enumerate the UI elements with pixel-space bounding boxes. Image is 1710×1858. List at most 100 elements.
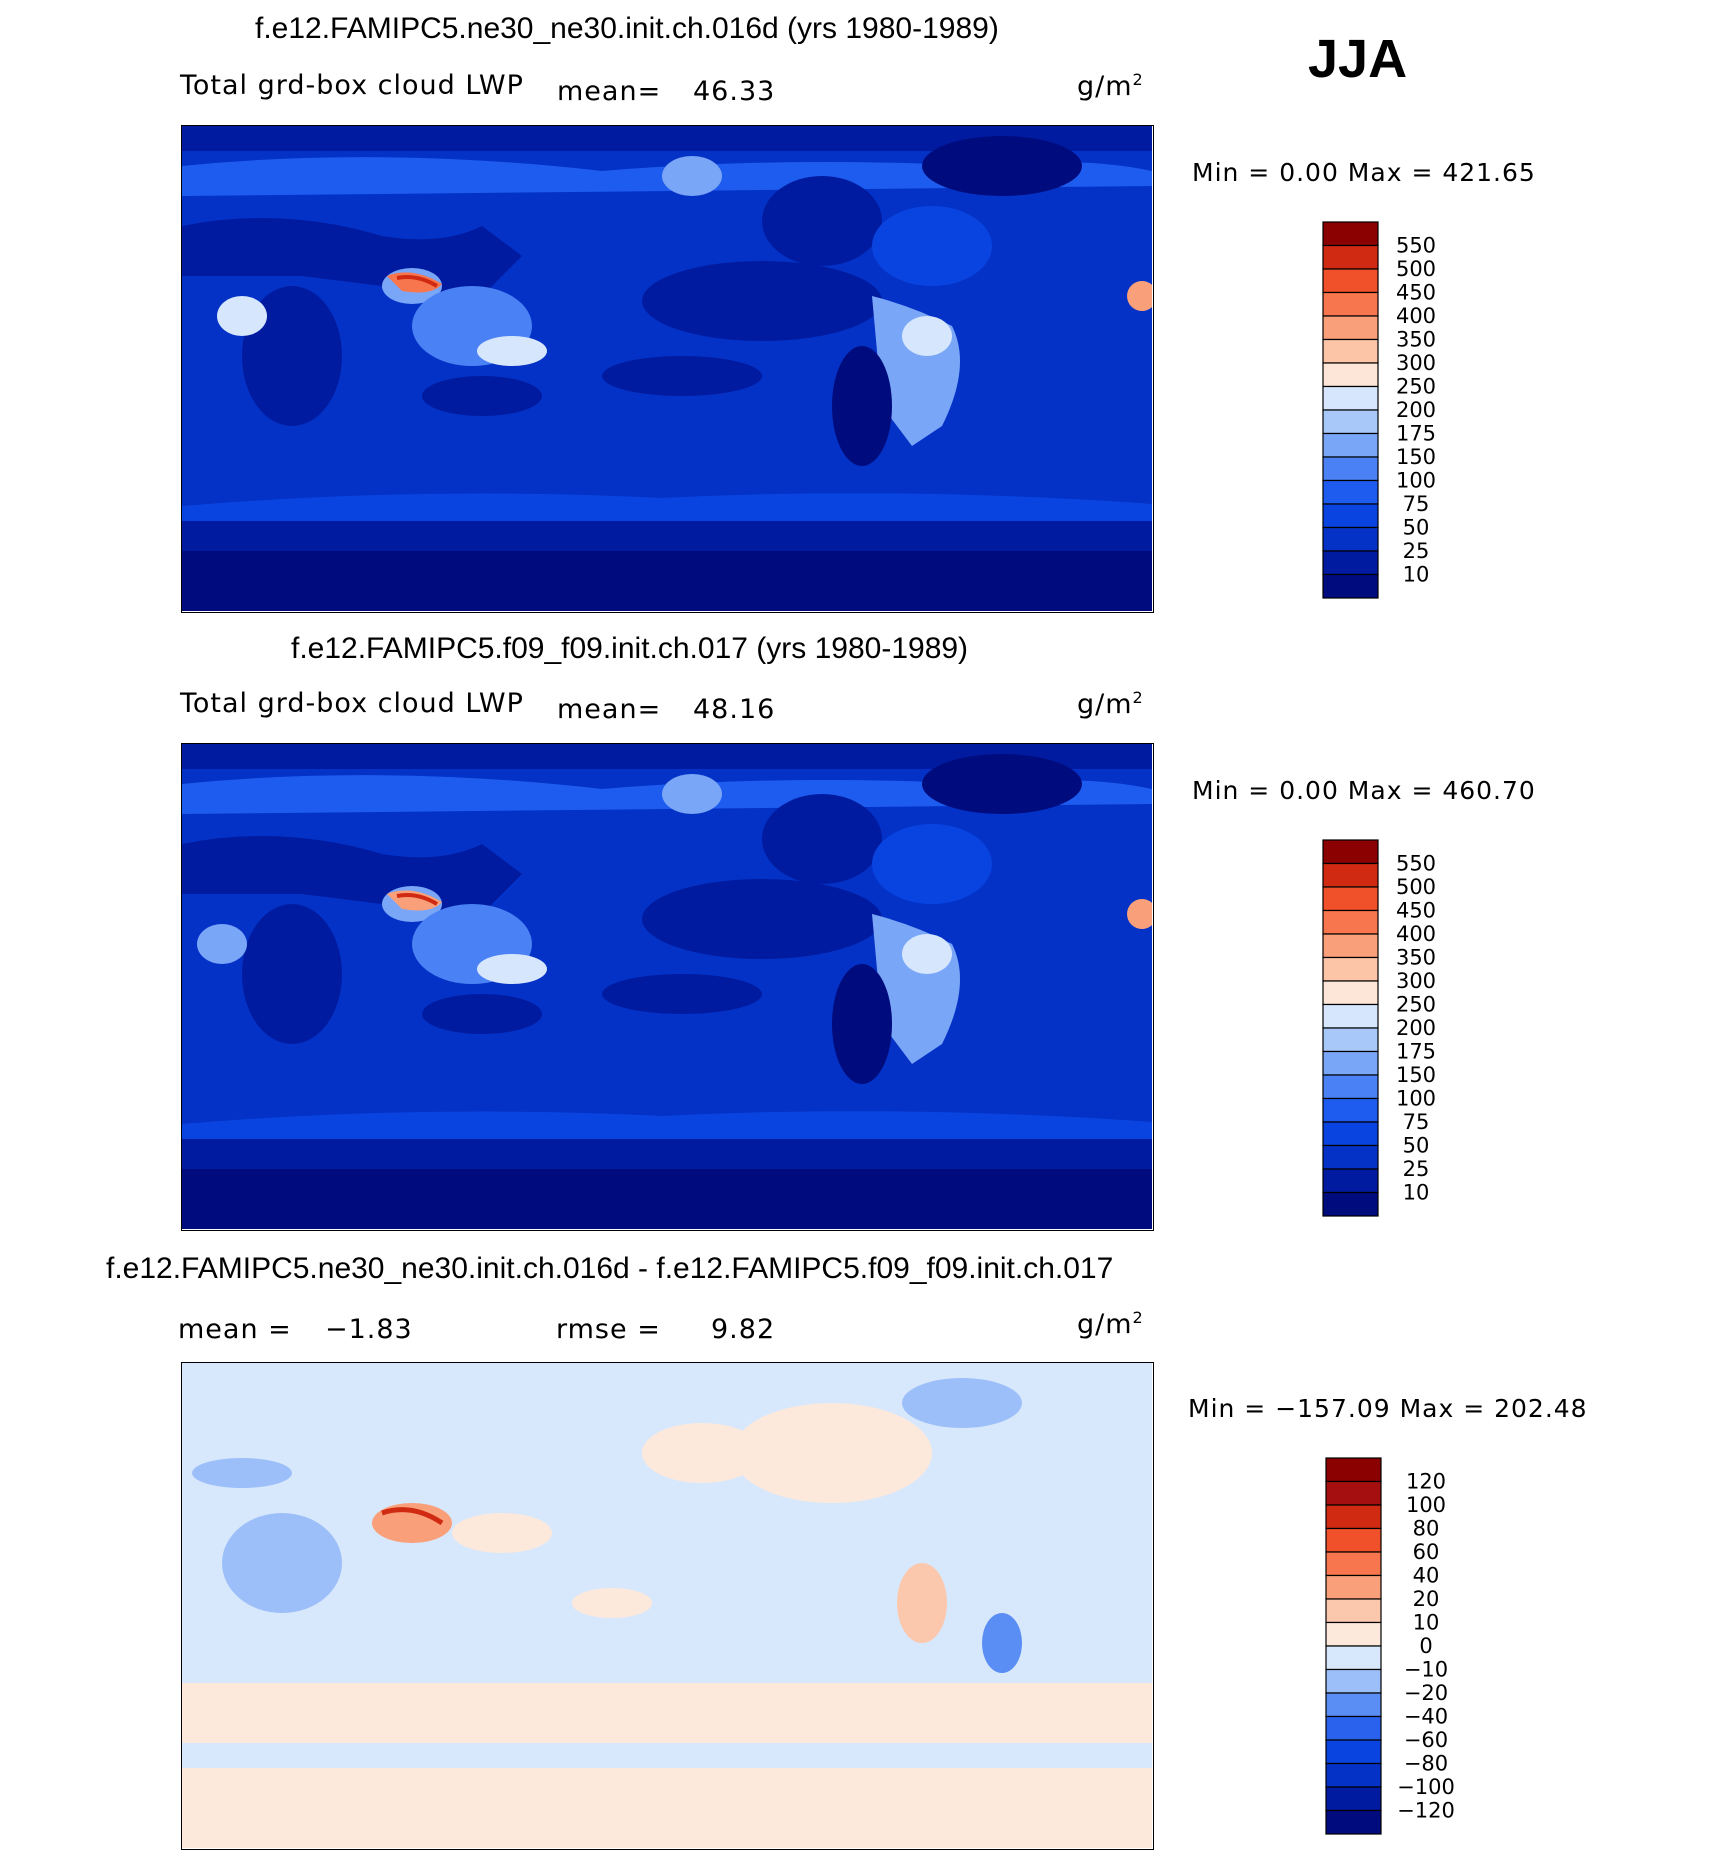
panel1-colorbar: 550 500 450 400 350 300 250 200 175 150 100 75 50 25 1… <box>1321 220 1451 600</box>
colorbar-box <box>1322 456 1379 482</box>
colorbar-box <box>1322 268 1379 294</box>
colorbar-box <box>1325 1668 1382 1694</box>
colorbar-box <box>1325 1480 1382 1506</box>
panel2-variable: Total grd-box cloud LWP <box>180 688 524 719</box>
panel2-mean-value: 48.16 <box>693 694 776 725</box>
colorbar-tick-label: −60 <box>1404 1728 1448 1752</box>
colorbar-box <box>1325 1551 1382 1577</box>
colorbar-tick-label: 75 <box>1403 1110 1430 1134</box>
colorbar-box <box>1325 1715 1382 1741</box>
colorbar-tick-label: −10 <box>1404 1658 1448 1682</box>
colorbar-tick-label: 100 <box>1396 469 1436 493</box>
colorbar-box <box>1322 980 1379 1006</box>
colorbar-tick-label: 50 <box>1403 1134 1430 1158</box>
colorbar-tick-label: 450 <box>1396 281 1436 305</box>
colorbar-box <box>1322 385 1379 411</box>
colorbar-tick-label: 150 <box>1396 1063 1436 1087</box>
colorbar-tick-label: 250 <box>1396 993 1436 1017</box>
colorbar-box <box>1325 1574 1382 1600</box>
colorbar-tick-label: 400 <box>1396 304 1436 328</box>
colorbar-box <box>1322 315 1379 341</box>
panel1-title: f.e12.FAMIPC5.ne30_ne30.init.ch.016d (yr… <box>255 12 999 45</box>
panel2-map <box>181 743 1154 1231</box>
colorbar-box <box>1325 1739 1382 1765</box>
colorbar-tick-label: −100 <box>1397 1775 1455 1799</box>
colorbar-box <box>1322 244 1379 270</box>
colorbar-box <box>1325 1692 1382 1718</box>
colorbar-tick-label: 20 <box>1413 1587 1440 1611</box>
colorbar-tick-label: 550 <box>1396 234 1436 258</box>
colorbar-tick-label: 80 <box>1413 1517 1440 1541</box>
colorbar-tick-label: 75 <box>1403 492 1430 516</box>
colorbar-box <box>1322 362 1379 388</box>
panel1-variable: Total grd-box cloud LWP <box>180 70 524 101</box>
colorbar-box <box>1325 1762 1382 1788</box>
colorbar-box <box>1322 338 1379 364</box>
colorbar-tick-label: −80 <box>1404 1752 1448 1776</box>
colorbar-tick-label: 10 <box>1403 563 1430 587</box>
colorbar-box <box>1322 839 1379 865</box>
colorbar-box <box>1322 221 1379 247</box>
colorbar-box <box>1322 1121 1379 1147</box>
panel3-mean-label: mean = <box>178 1314 292 1345</box>
colorbar-box <box>1322 503 1379 529</box>
colorbar-box <box>1322 1144 1379 1170</box>
colorbar-tick-label: 100 <box>1406 1493 1446 1517</box>
colorbar-tick-label: −120 <box>1397 1799 1455 1823</box>
colorbar-box <box>1325 1504 1382 1530</box>
colorbar-tick-label: 350 <box>1396 946 1436 970</box>
colorbar-tick-label: 25 <box>1403 1157 1430 1181</box>
colorbar-tick-label: 10 <box>1413 1611 1440 1635</box>
panel1-minmax: Min = 0.00 Max = 421.65 <box>1192 158 1536 187</box>
colorbar-box <box>1322 862 1379 888</box>
panel2-mean-label: mean= <box>557 694 662 725</box>
panel3-rmse-label: rmse = <box>556 1314 661 1345</box>
panel2-title: f.e12.FAMIPC5.f09_f09.init.ch.017 (yrs 1… <box>291 632 969 665</box>
colorbar-box <box>1325 1598 1382 1624</box>
panel3-colorbar: 120 100 80 60 40 20 10 0 −10 −20 −40 −60 −80 −100 −120 <box>1324 1456 1464 1836</box>
colorbar-tick-label: 120 <box>1406 1470 1446 1494</box>
panel1-map <box>181 125 1154 613</box>
colorbar-box <box>1325 1621 1382 1647</box>
panel3-units: g/m2 <box>1077 1308 1144 1340</box>
colorbar-tick-label: 175 <box>1396 422 1436 446</box>
colorbar-box <box>1322 1050 1379 1076</box>
colorbar-box <box>1325 1809 1382 1835</box>
colorbar-box <box>1322 956 1379 982</box>
colorbar-tick-label: 40 <box>1413 1564 1440 1588</box>
colorbar-box <box>1325 1645 1382 1671</box>
colorbar-tick-label: 50 <box>1403 516 1430 540</box>
colorbar-box <box>1322 526 1379 552</box>
colorbar-tick-label: 500 <box>1396 875 1436 899</box>
colorbar-tick-label: 200 <box>1396 398 1436 422</box>
panel2-map-field <box>182 744 1152 1229</box>
colorbar-box <box>1322 909 1379 935</box>
colorbar-tick-label: 450 <box>1396 899 1436 923</box>
colorbar-tick-label: 250 <box>1396 375 1436 399</box>
colorbar-box <box>1322 933 1379 959</box>
colorbar-box <box>1322 432 1379 458</box>
panel2-colorbar: 550 500 450 400 350 300 250 200 175 150 100 75 50 25 1… <box>1321 838 1451 1218</box>
colorbar-tick-label: 400 <box>1396 922 1436 946</box>
panel2-minmax: Min = 0.00 Max = 460.70 <box>1192 776 1536 805</box>
colorbar-box <box>1322 1003 1379 1029</box>
colorbar-box <box>1322 1074 1379 1100</box>
colorbar-box <box>1322 1191 1379 1217</box>
panel3-rmse-value: 9.82 <box>711 1314 776 1345</box>
colorbar-box <box>1325 1786 1382 1812</box>
colorbar-box <box>1322 886 1379 912</box>
colorbar-tick-label: 100 <box>1396 1087 1436 1111</box>
colorbar-tick-label: 500 <box>1396 257 1436 281</box>
colorbar-tick-label: 150 <box>1396 445 1436 469</box>
colorbar-box <box>1322 291 1379 317</box>
colorbar-tick-label: 60 <box>1413 1540 1440 1564</box>
colorbar-box <box>1322 1027 1379 1053</box>
panel1-mean-label: mean= <box>557 76 662 107</box>
panel1-units: g/m2 <box>1077 70 1144 102</box>
panel3-map <box>181 1362 1154 1850</box>
colorbar-box <box>1325 1527 1382 1553</box>
colorbar-tick-label: 300 <box>1396 351 1436 375</box>
panel3-minmax: Min = −157.09 Max = 202.48 <box>1188 1394 1588 1423</box>
panel2-units: g/m2 <box>1077 688 1144 720</box>
colorbar-tick-label: 10 <box>1403 1181 1430 1205</box>
